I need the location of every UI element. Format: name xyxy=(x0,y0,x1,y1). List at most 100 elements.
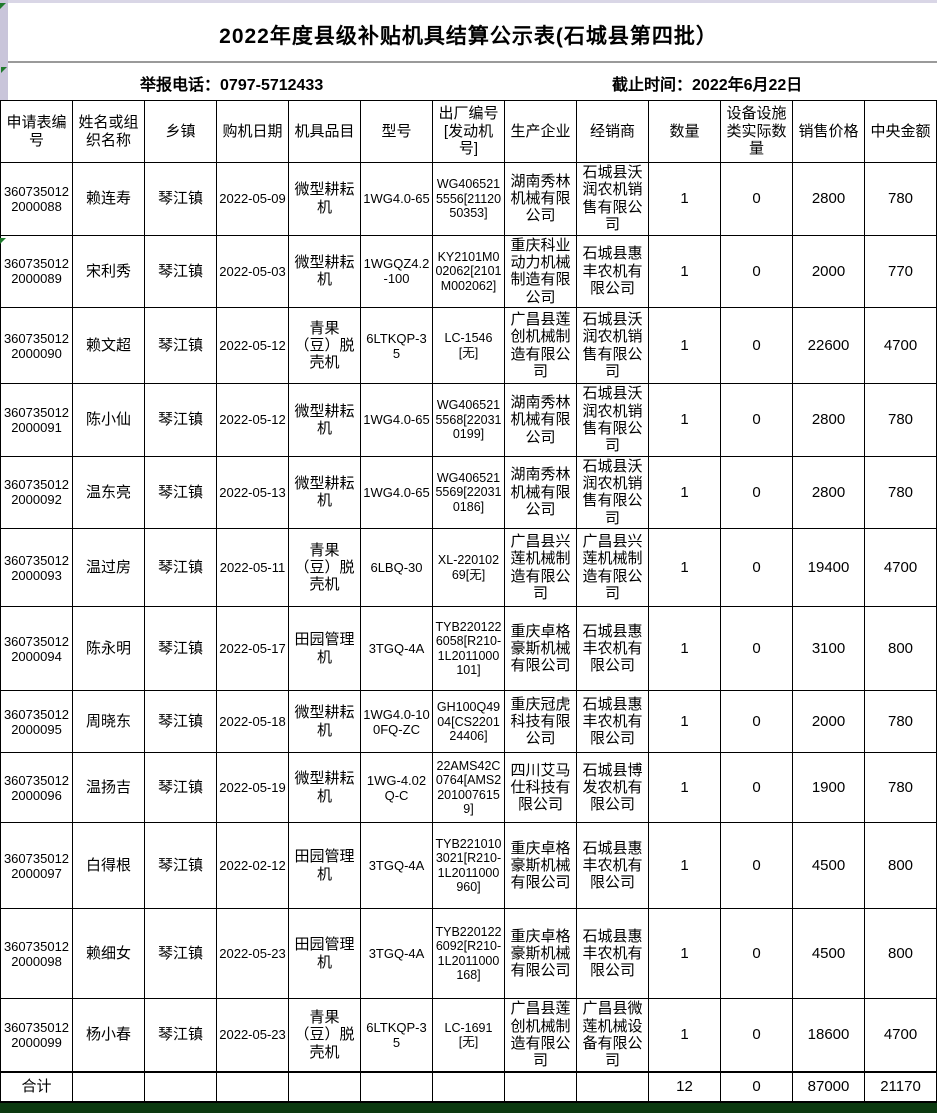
table-row: 3607350122000094 陈永明 琴江镇 2022-05-17 田园管理机 3TG… xyxy=(0,606,937,692)
table-cell: 3100 xyxy=(792,606,865,692)
table-cell: 780 xyxy=(864,752,937,824)
table-cell: 琴江镇 xyxy=(144,908,217,1000)
table-cell: 杨小春 xyxy=(72,998,145,1073)
table-cell: 3TGQ-4A xyxy=(360,606,433,692)
table-row: 3607350122000096 温扬吉 琴江镇 2022-05-19 微型耕耘机 1WG… xyxy=(0,752,937,824)
table-cell: 2022-05-09 xyxy=(216,162,289,236)
table-cell: 白得根 xyxy=(72,822,145,910)
table-body: 3607350122000088 赖连寿 琴江镇 2022-05-09 微型耕耘机 1WG… xyxy=(0,162,937,1103)
table-cell: 2022-05-23 xyxy=(216,908,289,1000)
table-cell: 3607350122000089 xyxy=(0,234,73,309)
deadline: 截止时间：2022年6月22日 xyxy=(612,71,802,95)
table-row: 3607350122000091 陈小仙 琴江镇 2022-05-12 微型耕耘机 1WG… xyxy=(0,383,937,457)
table-cell: 0 xyxy=(720,528,793,608)
table-cell: WG4065215556[2112050353] xyxy=(432,162,505,236)
table-cell: 琴江镇 xyxy=(144,528,217,608)
table-cell: 4500 xyxy=(792,908,865,1000)
table-cell: 2000 xyxy=(792,690,865,754)
table-cell: 3607350122000093 xyxy=(0,528,73,608)
table-cell xyxy=(504,1070,577,1103)
table-row: 3607350122000088 赖连寿 琴江镇 2022-05-09 微型耕耘机 1WG… xyxy=(0,162,937,236)
table-cell: 1WG4.0-65 xyxy=(360,162,433,236)
table-cell: XL-22010269[无] xyxy=(432,528,505,608)
table-cell xyxy=(288,1070,361,1103)
info-row: 举报电话：0797-5712433 截止时间：2022年6月22日 xyxy=(0,63,937,100)
table-cell: 石城县博发农机有限公司 xyxy=(576,752,649,824)
table-cell: 重庆卓格豪斯机械有限公司 xyxy=(504,908,577,1000)
table-cell: 1 xyxy=(648,690,721,754)
table-cell: LC-1691[无] xyxy=(432,998,505,1073)
table-cell: 3607350122000098 xyxy=(0,908,73,1000)
table-cell: 780 xyxy=(864,162,937,236)
table-cell: 琴江镇 xyxy=(144,455,217,530)
table-cell: 合计 xyxy=(0,1070,73,1103)
table-cell: 2022-05-11 xyxy=(216,528,289,608)
table-cell: 微型耕耘机 xyxy=(288,752,361,824)
table-cell: 广昌县兴莲机械制造有限公司 xyxy=(504,528,577,608)
table-cell: 琴江镇 xyxy=(144,752,217,824)
table-cell: 2022-05-17 xyxy=(216,606,289,692)
column-header: 姓名或组织名称 xyxy=(72,100,145,163)
table-cell: 2022-05-12 xyxy=(216,307,289,385)
table-cell: 微型耕耘机 xyxy=(288,383,361,457)
table-cell: 周晓东 xyxy=(72,690,145,754)
table-cell: 温东亮 xyxy=(72,455,145,530)
table-row: 3607350122000089 宋利秀 琴江镇 2022-05-03 微型耕耘机 1WG… xyxy=(0,234,937,309)
table-cell: 赖连寿 xyxy=(72,162,145,236)
table-cell: 温扬吉 xyxy=(72,752,145,824)
table-cell: 2000 xyxy=(792,234,865,309)
table-cell: 0 xyxy=(720,690,793,754)
table-cell: 4700 xyxy=(864,528,937,608)
table-cell: 琴江镇 xyxy=(144,606,217,692)
table-cell: 石城县沃润农机销售有限公司 xyxy=(576,307,649,385)
sheet-bottom-strip xyxy=(0,1102,937,1113)
table-cell: 2022-02-12 xyxy=(216,822,289,910)
sheet-left-margin xyxy=(0,0,8,100)
table-cell: 770 xyxy=(864,234,937,309)
header-row: 申请表编号 姓名或组织名称 乡镇 购机日期 机具品目 型号 出厂编号[发动机号] 生产企业 经销… xyxy=(0,100,937,163)
table-cell: TYB2201226092[R210-1L2011000168] xyxy=(432,908,505,1000)
table-cell: 1 xyxy=(648,234,721,309)
table-cell: 重庆卓格豪斯机械有限公司 xyxy=(504,606,577,692)
table-cell xyxy=(576,1070,649,1103)
table-cell: 琴江镇 xyxy=(144,162,217,236)
report-phone: 举报电话：0797-5712433 xyxy=(140,71,323,95)
table-cell: 0 xyxy=(720,998,793,1073)
table-cell: 1WGQZ4.2-100 xyxy=(360,234,433,309)
table-cell: 宋利秀 xyxy=(72,234,145,309)
title-bar: 2022年度县级补贴机具结算公示表(石城县第四批） xyxy=(0,0,937,63)
table-cell: 3TGQ-4A xyxy=(360,822,433,910)
table-cell: 1WG4.0-65 xyxy=(360,455,433,530)
table-cell: 1WG4.0-65 xyxy=(360,383,433,457)
table-cell: 四川艾马仕科技有限公司 xyxy=(504,752,577,824)
table-cell: 青果（豆）脱壳机 xyxy=(288,528,361,608)
table-cell: 田园管理机 xyxy=(288,822,361,910)
column-header: 数量 xyxy=(648,100,721,163)
table-cell: 3607350122000094 xyxy=(0,606,73,692)
table-cell: KY2101M002062[2101M002062] xyxy=(432,234,505,309)
table-cell: 琴江镇 xyxy=(144,998,217,1073)
table-cell: 1 xyxy=(648,822,721,910)
table-cell: 3607350122000090 xyxy=(0,307,73,385)
table-cell: 青果（豆）脱壳机 xyxy=(288,307,361,385)
table-cell: 3607350122000095 xyxy=(0,690,73,754)
table-cell: 0 xyxy=(720,383,793,457)
column-header: 销售价格 xyxy=(792,100,865,163)
table-cell: 780 xyxy=(864,383,937,457)
table-cell: 2022-05-19 xyxy=(216,752,289,824)
column-header: 出厂编号[发动机号] xyxy=(432,100,505,163)
table-cell: 石城县惠丰农机有限公司 xyxy=(576,606,649,692)
table-cell: 重庆卓格豪斯机械有限公司 xyxy=(504,822,577,910)
table-cell: 赖细女 xyxy=(72,908,145,1000)
table-cell: 3607350122000088 xyxy=(0,162,73,236)
table-cell: 1 xyxy=(648,752,721,824)
table-cell: 2022-05-18 xyxy=(216,690,289,754)
table-cell: 赖文超 xyxy=(72,307,145,385)
table-cell: 0 xyxy=(720,455,793,530)
table-cell: 0 xyxy=(720,307,793,385)
table-cell: 1 xyxy=(648,606,721,692)
table-cell: 3607350122000097 xyxy=(0,822,73,910)
table-cell: 0 xyxy=(720,234,793,309)
table-row: 3607350122000099 杨小春 琴江镇 2022-05-23 青果（豆）脱壳机… xyxy=(0,998,937,1073)
